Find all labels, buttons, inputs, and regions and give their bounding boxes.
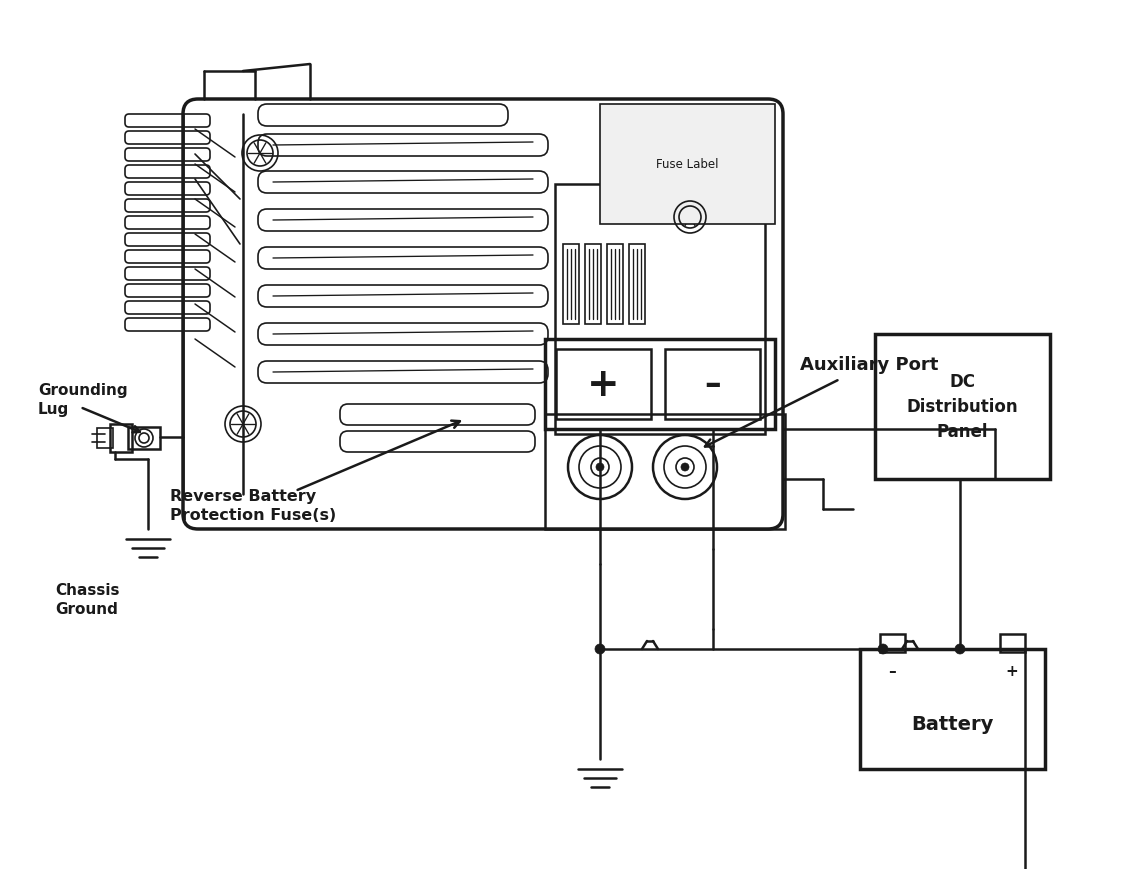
Bar	[1000, 634, 1025, 653]
Text: Reverse Battery
Protection Fuse(s): Reverse Battery Protection Fuse(s)	[170, 488, 336, 523]
Bar	[600, 105, 775, 225]
Circle shape	[595, 644, 605, 654]
Bar	[545, 340, 775, 429]
Bar	[127, 428, 160, 449]
Text: Fuse Label: Fuse Label	[657, 158, 719, 171]
Text: –: –	[888, 664, 896, 679]
Bar	[110, 425, 132, 453]
Circle shape	[879, 644, 888, 654]
Bar	[97, 428, 113, 448]
Bar	[665, 349, 760, 420]
Text: Auxiliary Port: Auxiliary Port	[800, 355, 939, 374]
Text: +: +	[1006, 664, 1019, 679]
Bar	[556, 349, 651, 420]
Bar	[607, 245, 622, 325]
Text: DC
Distribution
Panel: DC Distribution Panel	[907, 373, 1019, 441]
Circle shape	[681, 463, 688, 472]
Text: Grounding
Lug: Grounding Lug	[38, 382, 127, 417]
Text: Battery: Battery	[912, 714, 993, 733]
Bar	[860, 649, 1045, 769]
Text: –: –	[704, 368, 720, 401]
Bar	[629, 245, 645, 325]
Bar	[880, 634, 905, 653]
Bar	[545, 415, 785, 529]
Bar	[875, 335, 1050, 480]
Bar	[555, 185, 765, 434]
Circle shape	[955, 644, 965, 654]
Circle shape	[596, 463, 604, 472]
Bar	[563, 245, 579, 325]
Text: +: +	[587, 366, 620, 403]
Bar	[585, 245, 601, 325]
Text: Chassis
Ground: Chassis Ground	[55, 582, 119, 617]
